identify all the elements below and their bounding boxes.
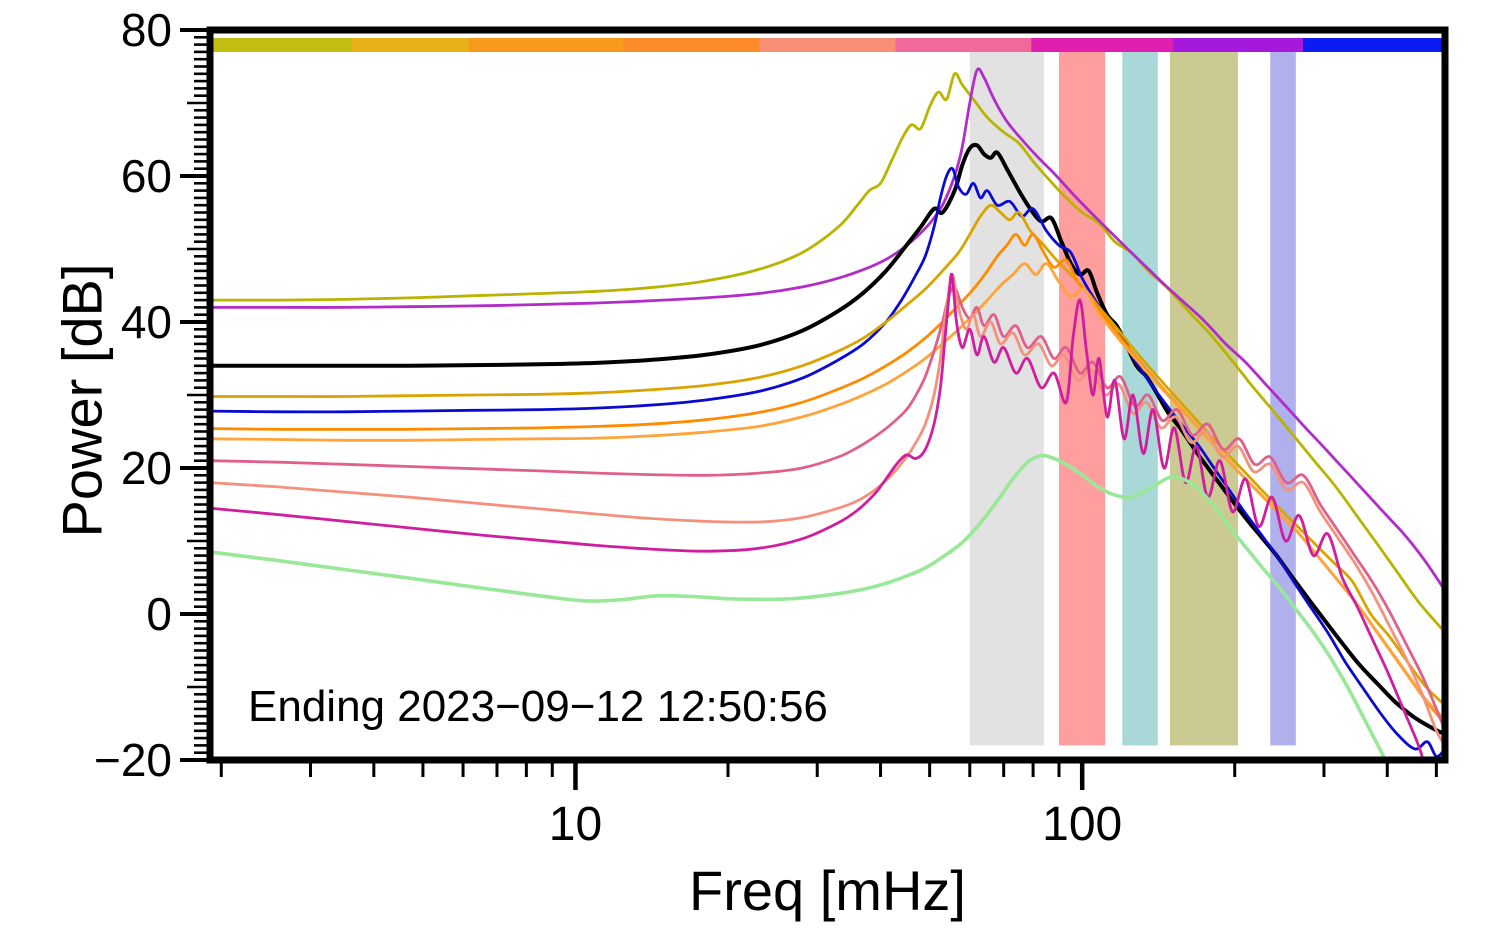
band-lavender [1270, 51, 1296, 746]
series-yellow [210, 72, 1445, 634]
plot-frame [206, 26, 1449, 764]
time-strip-segment [1173, 38, 1304, 52]
time-strip-segment [210, 38, 353, 52]
band-olive [1169, 51, 1239, 746]
y-tick-label: 40 [121, 296, 172, 348]
time-strip-segment [895, 38, 1032, 52]
y-axis-ticks [180, 28, 208, 762]
band-gray [969, 51, 1044, 746]
series-magenta [210, 272, 1425, 760]
y-tick-label: 80 [121, 4, 172, 56]
series-blue [210, 166, 1445, 758]
plot-area [210, 38, 1445, 760]
time-strip-segment [1031, 38, 1174, 52]
time-strip-segment [469, 38, 625, 52]
x-axis-ticks [219, 762, 1438, 790]
series-orange-light [210, 262, 1445, 722]
x-tick-label: 10 [549, 798, 602, 851]
series-green [210, 453, 1388, 760]
time-strip-segment [1302, 38, 1445, 52]
time-strip-segment [759, 38, 897, 52]
time-strip-segment [352, 38, 470, 52]
y-tick-label: −20 [94, 734, 172, 786]
x-axis-label: Freq [mHz] [689, 859, 966, 922]
y-tick-label: 60 [121, 150, 172, 202]
series-violet [210, 67, 1445, 592]
ending-time-annotation: Ending 2023−09−12 12:50:56 [248, 682, 828, 731]
y-axis-label: Power [dB] [50, 263, 114, 538]
x-tick-label: 100 [1042, 798, 1122, 851]
time-strip-segment [623, 38, 761, 52]
series-rose [210, 285, 1445, 733]
y-tick-label: 0 [146, 588, 172, 640]
series-salmon [210, 272, 1445, 747]
y-tick-label: 20 [121, 442, 172, 494]
